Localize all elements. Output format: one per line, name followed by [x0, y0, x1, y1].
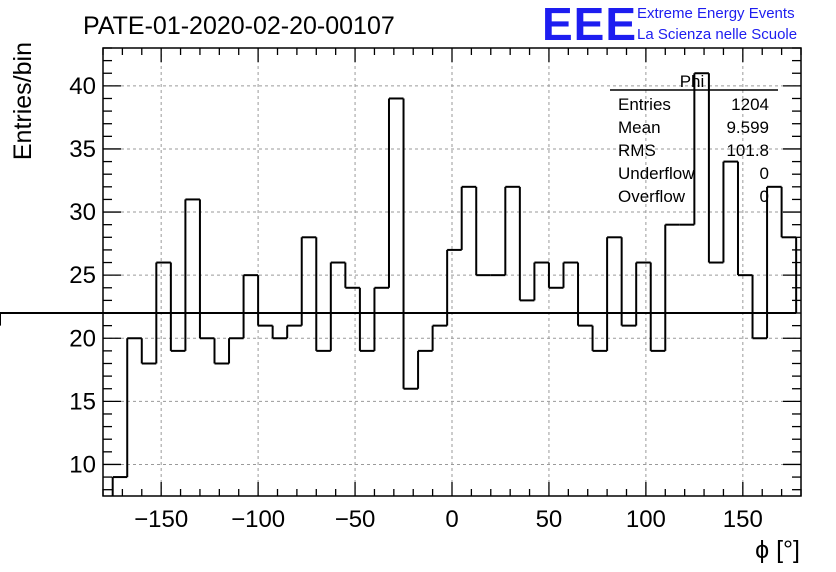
logo-line-1: Extreme Energy Events: [637, 5, 795, 22]
stats-name: Phi: [680, 72, 705, 91]
stat-entries-value: 1204: [731, 95, 769, 114]
x-tick-label: 0: [445, 506, 458, 533]
x-tick-label: −100: [231, 506, 285, 533]
logo-line-2: La Scienza nelle Scuole: [637, 26, 797, 43]
y-axis-title: Entries/bin: [9, 42, 37, 160]
eee-logo: EEE Extreme Energy Events La Scienza nel…: [542, 0, 797, 50]
y-tick-label: 15: [69, 388, 96, 415]
stat-mean-value: 9.599: [726, 118, 769, 137]
y-tick-labels: 10 15 20 25 30 35 40: [69, 73, 96, 479]
stat-rms-value: 101.8: [726, 141, 769, 160]
x-axis-title: ϕ [°]: [755, 536, 800, 564]
y-tick-label: 10: [69, 451, 96, 478]
y-tick-label: 20: [69, 325, 96, 352]
logo-mark: EEE: [542, 0, 637, 50]
x-tick-label: −150: [134, 506, 188, 533]
axis-ticks: [102, 47, 802, 496]
stat-underflow-label: Underflow: [618, 164, 695, 183]
y-tick-label: 30: [69, 199, 96, 226]
stats-box: Phi Entries 1204 Mean 9.599 RMS 101.8 Un…: [610, 72, 778, 206]
stat-underflow-value: 0: [760, 164, 769, 183]
run-title: PATE-01-2020-02-20-00107: [83, 12, 395, 40]
x-tick-label: 50: [536, 506, 563, 533]
y-tick-label: 40: [69, 73, 96, 100]
histogram-bars: [0, 72, 798, 496]
y-tick-label: 35: [69, 136, 96, 163]
x-tick-label: 100: [626, 506, 666, 533]
stat-overflow-value: 0: [760, 187, 769, 206]
stat-overflow-label: Overflow: [618, 187, 686, 206]
y-tick-label: 25: [69, 262, 96, 289]
x-tick-label: −50: [335, 506, 376, 533]
x-tick-labels: −150 −100 −50 0 50 100 150: [134, 506, 763, 533]
x-tick-label: 150: [723, 506, 763, 533]
stat-rms-label: RMS: [618, 141, 656, 160]
stat-mean-label: Mean: [618, 118, 661, 137]
stat-entries-label: Entries: [618, 95, 671, 114]
